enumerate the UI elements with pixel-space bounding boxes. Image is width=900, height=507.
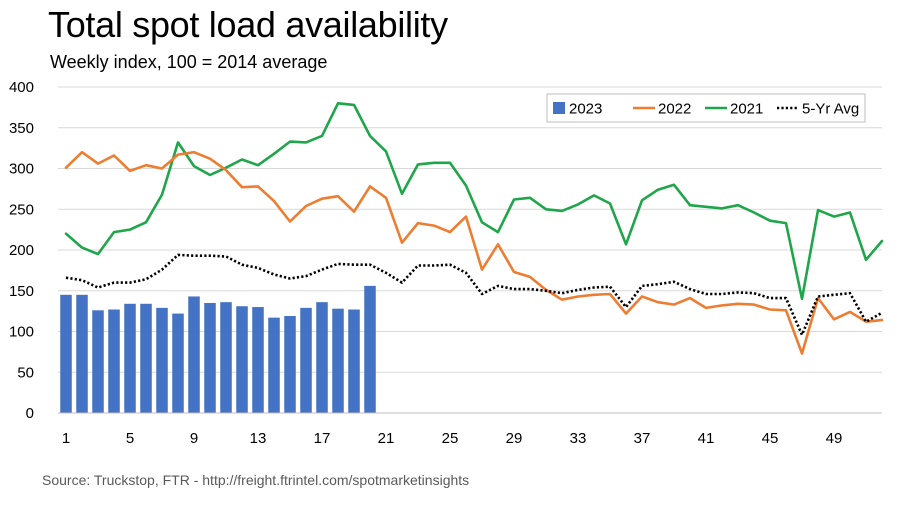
- bar-2023: [204, 302, 216, 413]
- bar-2023: [268, 317, 280, 413]
- x-tick-label: 21: [378, 430, 395, 447]
- bar-2023: [156, 307, 168, 413]
- x-tick-label: 1: [62, 430, 70, 447]
- legend-swatch-2023: [553, 102, 565, 114]
- legend-label-2023: 2023: [569, 101, 602, 118]
- x-tick-label: 5: [126, 430, 134, 447]
- x-tick-label: 17: [314, 430, 331, 447]
- series-line-2021: [64, 102, 884, 301]
- bar-2023: [300, 307, 312, 413]
- bar-2023: [332, 308, 344, 413]
- y-tick-label: 250: [9, 201, 34, 218]
- bar-2023: [108, 309, 120, 413]
- bar-2023: [60, 294, 72, 413]
- x-tick-label: 29: [506, 430, 523, 447]
- y-axis-ticks: 0 50 100 150 200 250 300 350 400: [9, 79, 34, 422]
- y-tick-label: 200: [9, 242, 34, 259]
- bar-2023: [220, 302, 232, 413]
- x-tick-label: 25: [442, 430, 459, 447]
- source-note: Source: Truckstop, FTR - http://freight.…: [42, 472, 470, 488]
- x-tick-label: 13: [250, 430, 267, 447]
- x-axis-ticks: 1 5 9 13 17 21 25 29 33 37 41 45 49: [62, 430, 843, 447]
- legend: 2023 2022 2021 5-Yr Avg: [546, 93, 866, 123]
- y-tick-label: 50: [17, 364, 34, 381]
- chart-subtitle: Weekly index, 100 = 2014 average: [50, 52, 328, 72]
- bar-2023: [188, 296, 200, 413]
- y-tick-label: 350: [9, 120, 34, 137]
- x-tick-label: 9: [190, 430, 198, 447]
- bar-2023: [316, 302, 328, 413]
- y-tick-label: 400: [9, 79, 34, 96]
- series-line-5-yr-avg: [65, 253, 883, 337]
- y-tick-label: 150: [9, 283, 34, 300]
- chart-title: Total spot load availability: [48, 4, 448, 45]
- bar-2023: [364, 285, 376, 413]
- x-tick-label: 33: [570, 430, 587, 447]
- x-tick-label: 45: [762, 430, 779, 447]
- bar-2023: [236, 306, 248, 413]
- bar-2023: [284, 316, 296, 413]
- x-tick-label: 37: [634, 430, 651, 447]
- bar-2023: [172, 313, 184, 413]
- series-line-2022: [64, 150, 884, 355]
- series-lines: [64, 102, 884, 355]
- bar-2023: [140, 303, 152, 413]
- gridlines: [58, 86, 882, 373]
- bar-2023: [76, 294, 88, 413]
- y-tick-label: 0: [26, 405, 34, 422]
- bar-2023: [92, 310, 104, 413]
- y-tick-label: 100: [9, 324, 34, 341]
- y-tick-label: 300: [9, 161, 34, 178]
- legend-label-2022: 2022: [658, 101, 691, 118]
- legend-label-5-yr-avg: 5-Yr Avg: [802, 101, 859, 118]
- bar-2023: [348, 309, 360, 413]
- bars-2023: [60, 285, 376, 413]
- legend-label-2021: 2021: [730, 101, 763, 118]
- x-tick-label: 41: [698, 430, 715, 447]
- bar-2023: [124, 303, 136, 413]
- x-tick-label: 49: [826, 430, 843, 447]
- bar-2023: [252, 307, 264, 413]
